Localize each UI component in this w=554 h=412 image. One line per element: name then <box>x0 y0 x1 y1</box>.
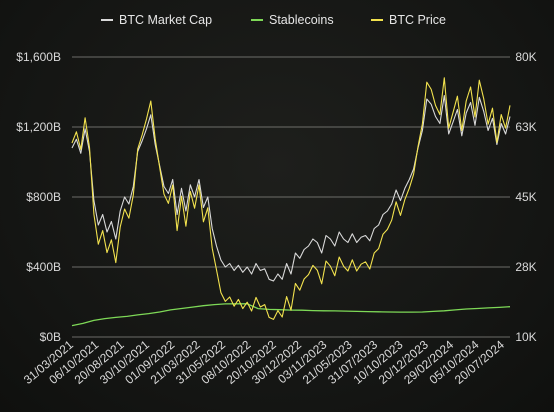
right-tick-label: 10K <box>515 330 536 344</box>
right-axis: 10K 28K 45K 63K 80K <box>515 50 536 344</box>
legend-label: Stablecoins <box>269 13 334 27</box>
x-axis: 31/03/202106/10/202120/08/202130/10/2021… <box>21 337 507 387</box>
legend: BTC Market Cap Stablecoins BTC Price <box>101 13 446 27</box>
left-tick-label: $400B <box>26 260 61 274</box>
legend-label: BTC Price <box>389 13 446 27</box>
left-tick-label: $0B <box>40 330 61 344</box>
grid <box>72 56 510 338</box>
right-tick-label: 28K <box>515 260 536 274</box>
legend-label: BTC Market Cap <box>119 13 212 27</box>
right-tick-label: 45K <box>515 190 536 204</box>
series-line-btc-market-cap <box>71 94 511 282</box>
series-line-btc-price <box>71 77 511 320</box>
left-tick-label: $1,600B <box>16 50 61 64</box>
left-axis: $0B $400B $800B $1,200B $1,600B <box>16 50 61 344</box>
series-layer <box>71 77 511 327</box>
left-tick-label: $800B <box>26 190 61 204</box>
left-tick-label: $1,200B <box>16 120 61 134</box>
right-tick-label: 63K <box>515 120 536 134</box>
right-tick-label: 80K <box>515 50 536 64</box>
